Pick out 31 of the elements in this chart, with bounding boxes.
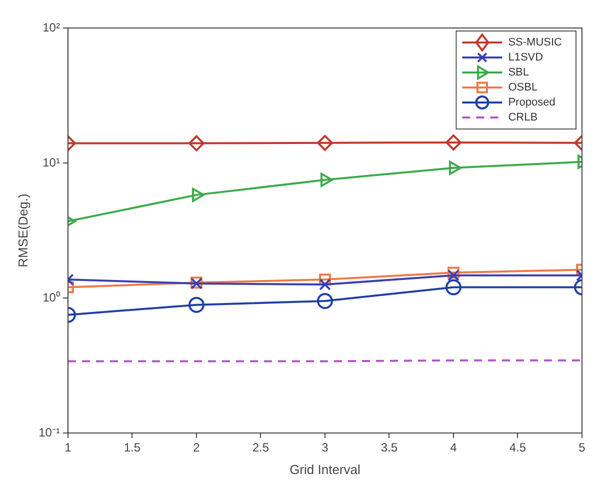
legend-label: SS-MUSIC (508, 36, 562, 49)
legend-label: OSBL (508, 82, 538, 94)
legend-label: SBL (508, 66, 530, 79)
x-tick-label: 2 (193, 440, 200, 455)
x-tick-label: 5 (578, 440, 586, 455)
point (319, 274, 331, 286)
legend-label: Proposed (508, 96, 556, 109)
point (316, 293, 333, 310)
y-axis-title: RMSE(Deg.) (15, 194, 30, 268)
point (448, 269, 460, 282)
x-tick-label: 4 (450, 440, 458, 455)
x-tick-label: 1 (64, 440, 72, 455)
point (445, 134, 462, 150)
legend-label: L1SVD (508, 52, 544, 64)
x-tick-label: 3.5 (380, 440, 398, 455)
point (192, 188, 204, 202)
y-tick-label: 10⁰ (42, 290, 60, 304)
x-tick-label: 3 (322, 440, 329, 455)
y-tick-label: 10² (42, 20, 60, 34)
y-tick-label: 10⁻¹ (38, 425, 60, 440)
point (316, 134, 333, 151)
legend-label: CRLB (508, 112, 538, 124)
point (445, 279, 462, 296)
point (319, 278, 331, 290)
y-tick-label: 10¹ (42, 155, 60, 170)
x-tick-label: 1.5 (124, 440, 141, 455)
point (448, 266, 460, 279)
point (320, 172, 333, 187)
x-tick-label: 4.5 (509, 440, 526, 455)
x-tick-label: 2.5 (252, 440, 270, 455)
x-axis-title: Grid Interval (290, 462, 360, 477)
